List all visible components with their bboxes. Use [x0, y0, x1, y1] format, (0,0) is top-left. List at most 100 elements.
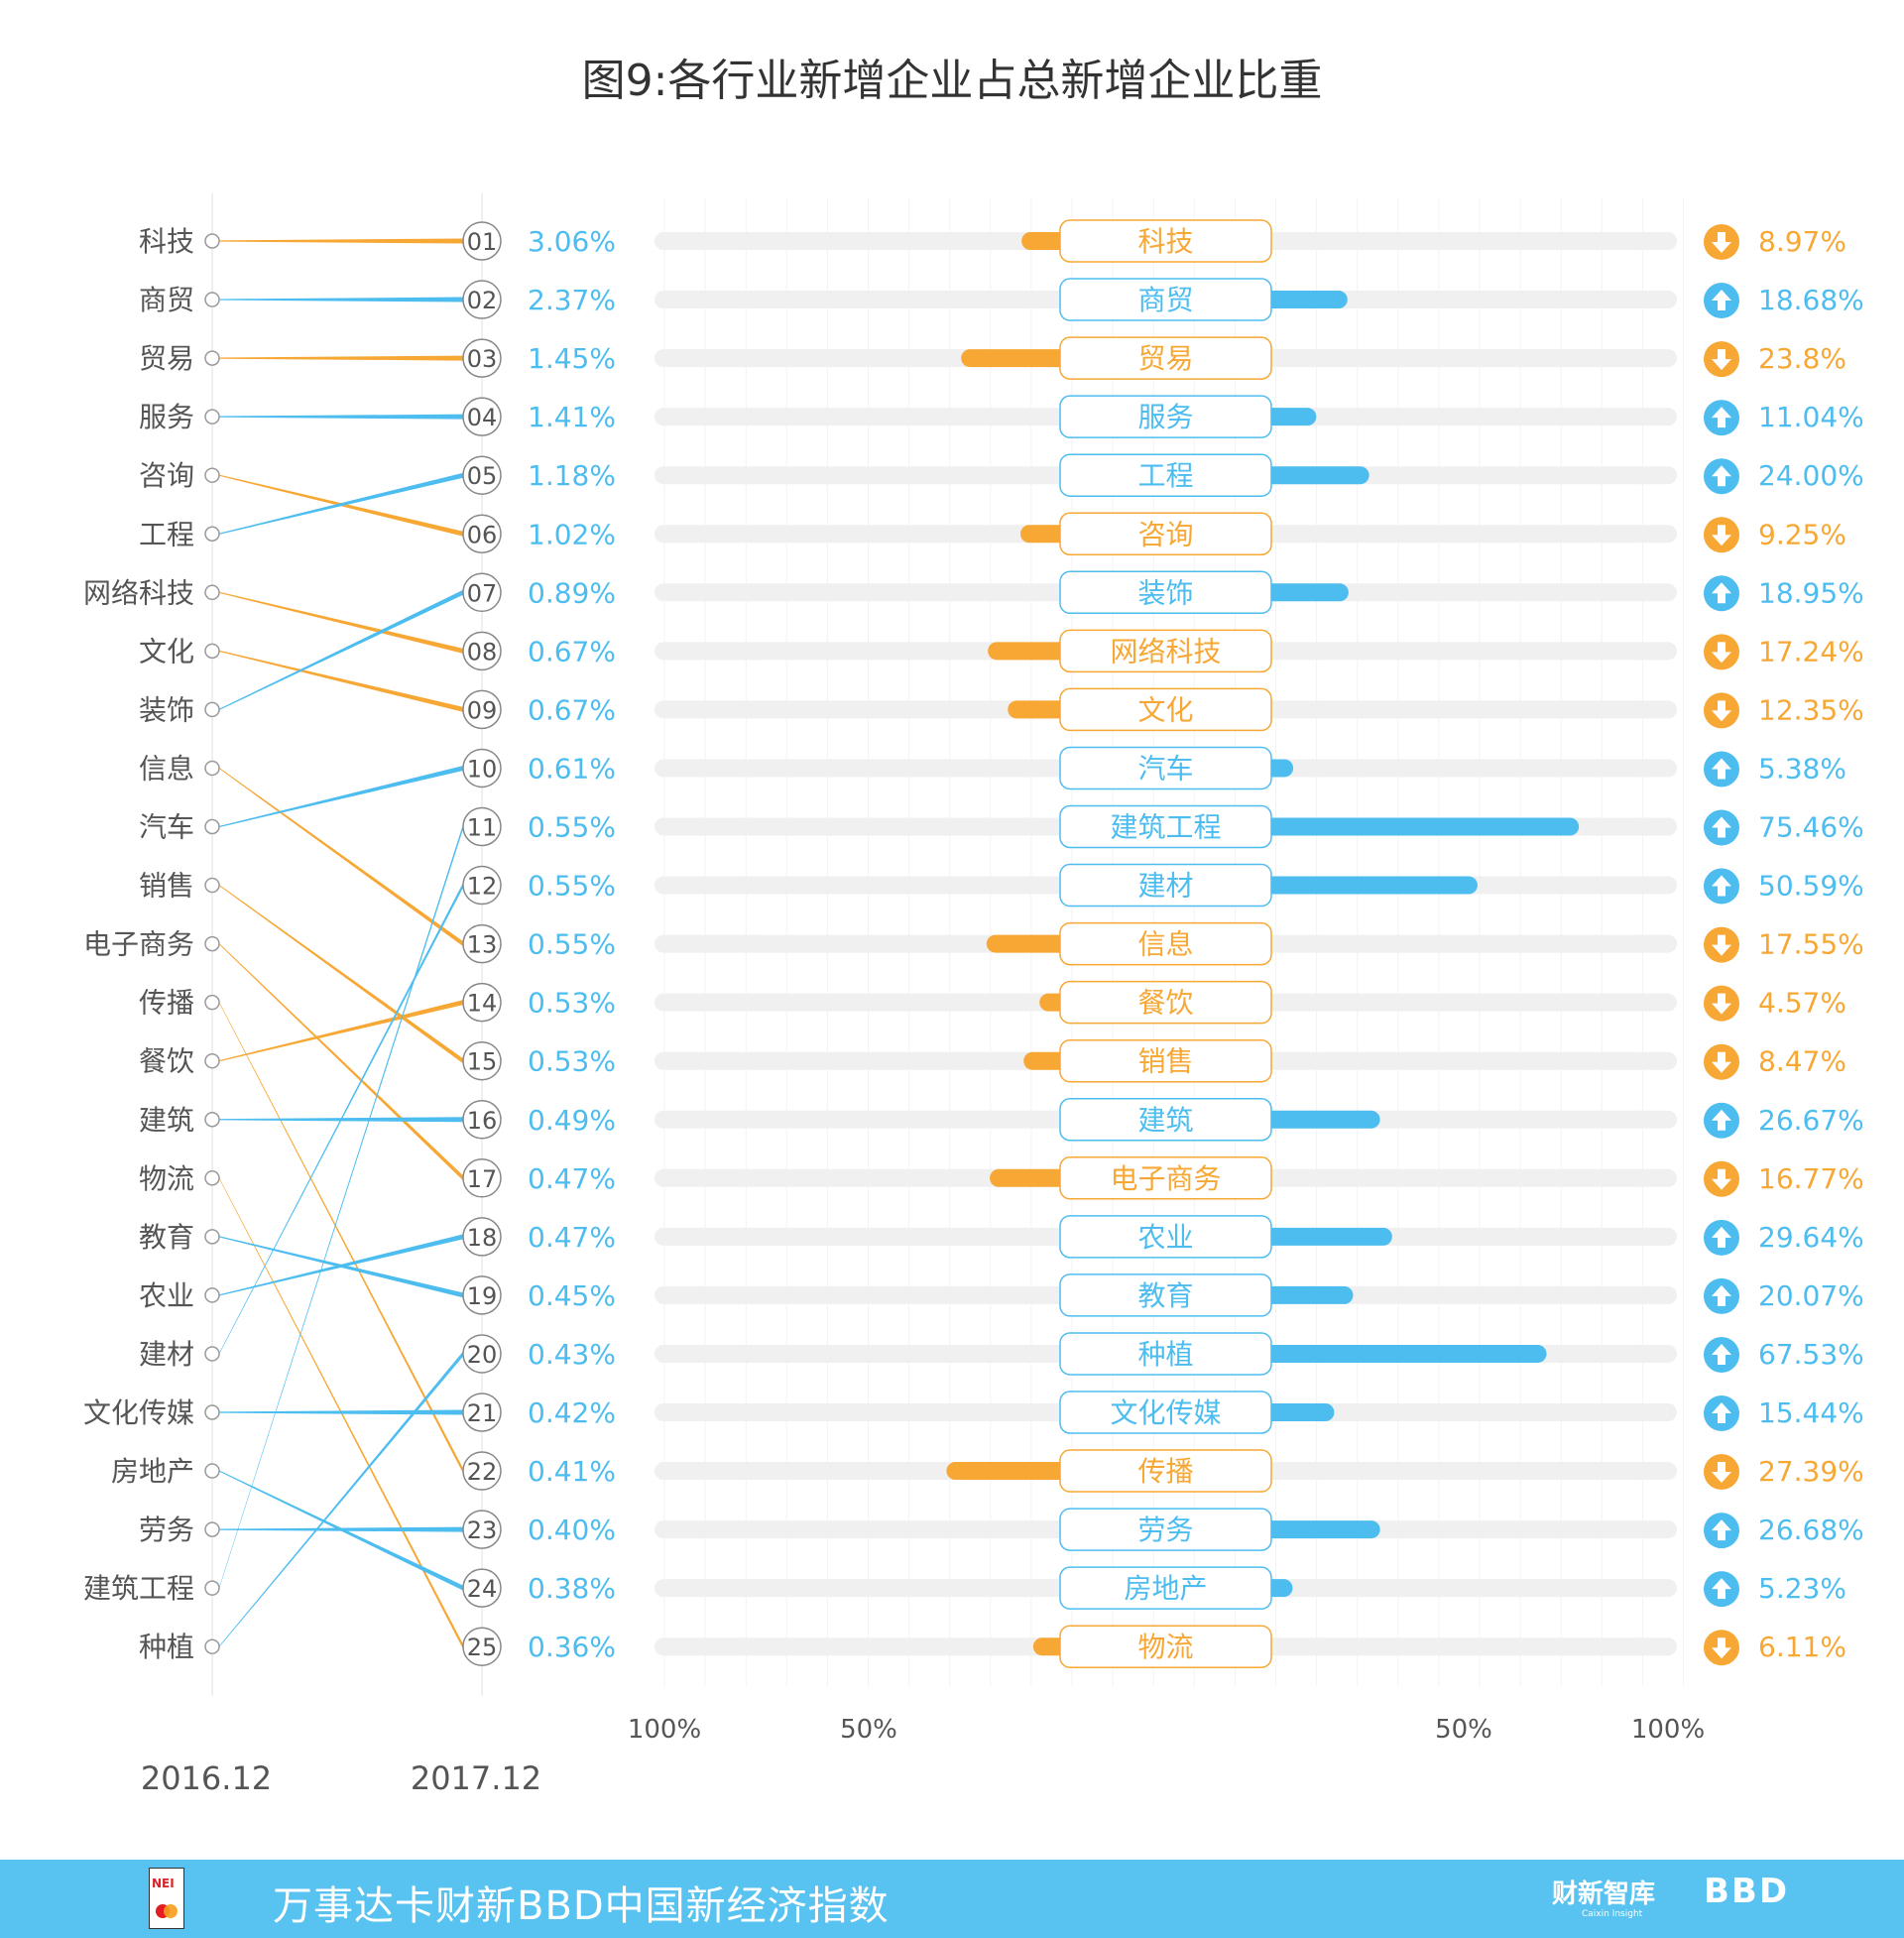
industry-label: 建筑	[1137, 1104, 1193, 1137]
bar-down-文化	[1008, 700, 1072, 719]
bar-down-信息	[986, 934, 1072, 953]
label-2016: 建筑工程	[83, 1572, 194, 1605]
industry-label-box	[1059, 863, 1272, 908]
industry-label-box	[1059, 1391, 1272, 1434]
axis-tick-left: 100%	[628, 1715, 701, 1745]
rank-badge	[462, 1510, 502, 1549]
bbd-logo: BBD	[1704, 1872, 1790, 1911]
share-value: 0.43%	[528, 1338, 616, 1371]
rank-number: 19	[467, 1282, 498, 1310]
label-2016: 种植	[139, 1631, 194, 1663]
rank-badge	[462, 1568, 502, 1608]
node-2016	[204, 1404, 220, 1420]
rank-badge	[462, 865, 502, 906]
rank-number: 04	[467, 404, 498, 431]
slope-line-汽车	[219, 765, 463, 828]
nei-logo: NEI	[149, 1868, 184, 1929]
slope-line-建筑工程	[219, 824, 463, 1589]
industry-label: 教育	[1137, 1279, 1193, 1312]
node-2016	[204, 701, 220, 718]
label-2016: 餐饮	[139, 1045, 194, 1078]
rank-number: 13	[467, 931, 498, 959]
share-value: 1.45%	[528, 342, 616, 375]
change-value: 17.24%	[1758, 635, 1864, 667]
slope-line-科技	[219, 238, 463, 244]
rank-number: 25	[467, 1634, 498, 1661]
caixin-logo-en: Caixin Insight	[1582, 1909, 1643, 1919]
arrow-glyph	[1712, 582, 1731, 604]
slope-line-种植	[219, 1351, 463, 1647]
share-value: 0.67%	[528, 635, 616, 667]
bar-up-商贸	[1259, 291, 1348, 309]
bar-down-网络科技	[988, 642, 1072, 661]
slope-line-服务	[219, 414, 463, 420]
industry-label-box	[1059, 1332, 1272, 1376]
label-2016: 销售	[139, 870, 194, 903]
industry-label-box	[1059, 1625, 1272, 1668]
label-2016: 物流	[139, 1162, 194, 1195]
slope-line-文化	[219, 650, 463, 712]
share-value: 0.53%	[528, 1045, 616, 1078]
rank-badge	[462, 1158, 502, 1198]
share-value: 0.55%	[528, 928, 616, 961]
node-2016	[204, 1112, 220, 1128]
rank-number: 23	[467, 1516, 498, 1544]
rank-number: 21	[467, 1399, 498, 1427]
arrow-glyph	[1712, 700, 1731, 722]
label-2016: 贸易	[139, 342, 194, 375]
rank-badge	[462, 221, 502, 261]
label-2016: 建材	[139, 1338, 194, 1371]
industry-label-box	[1059, 570, 1272, 615]
industry-label-box	[1059, 1273, 1272, 1317]
rank-number: 14	[467, 990, 498, 1018]
rank-number: 12	[467, 873, 498, 901]
arrow-glyph	[1712, 1168, 1731, 1190]
bar-up-装饰	[1259, 583, 1349, 602]
node-2016	[204, 1521, 220, 1537]
industry-label: 文化	[1137, 693, 1193, 726]
share-value: 0.61%	[528, 752, 616, 785]
industry-label: 建材	[1137, 870, 1193, 903]
node-2016	[204, 292, 220, 307]
node-2016	[204, 935, 220, 952]
label-2016: 农业	[139, 1279, 194, 1312]
arrow-glyph	[1712, 1519, 1731, 1541]
column-label-2017: 2017.12	[411, 1759, 541, 1797]
node-2016	[204, 1052, 220, 1069]
industry-label: 科技	[1137, 225, 1193, 258]
slope-line-农业	[219, 1234, 463, 1296]
industry-label-box	[1059, 1215, 1272, 1259]
bar-up-服务	[1259, 408, 1317, 426]
industry-label: 农业	[1137, 1221, 1193, 1254]
arrow-glyph	[1712, 1462, 1731, 1484]
bar-down-咨询	[1019, 525, 1072, 544]
industry-label-box	[1059, 921, 1272, 966]
industry-label: 咨询	[1137, 518, 1193, 550]
change-value: 8.47%	[1758, 1045, 1846, 1078]
industry-label: 网络科技	[1110, 635, 1221, 667]
arrow-glyph	[1712, 465, 1731, 487]
arrow-glyph	[1712, 875, 1731, 897]
share-value: 1.41%	[528, 401, 616, 433]
bar-up-工程	[1259, 466, 1369, 485]
industry-label: 餐饮	[1137, 987, 1193, 1020]
node-2016	[204, 760, 220, 777]
industry-label: 物流	[1137, 1631, 1193, 1663]
slope-line-信息	[219, 767, 463, 947]
rank-number: 06	[467, 521, 498, 548]
industry-label: 工程	[1137, 459, 1193, 492]
label-2016: 服务	[139, 401, 194, 433]
change-value: 24.00%	[1758, 459, 1864, 492]
share-value: 0.36%	[528, 1631, 616, 1663]
industry-label: 销售	[1137, 1045, 1193, 1078]
industry-label-box	[1059, 746, 1272, 790]
arrow-glyph	[1712, 1109, 1731, 1131]
rank-badge	[462, 1040, 502, 1081]
change-value: 15.44%	[1758, 1396, 1864, 1429]
rank-number: 22	[467, 1458, 498, 1486]
chart-title: 图9:各行业新增企业占总新增企业比重	[582, 56, 1323, 106]
slope-line-工程	[219, 472, 463, 535]
node-2016	[204, 467, 220, 483]
label-2016: 教育	[139, 1221, 194, 1254]
rank-badge	[462, 338, 502, 378]
